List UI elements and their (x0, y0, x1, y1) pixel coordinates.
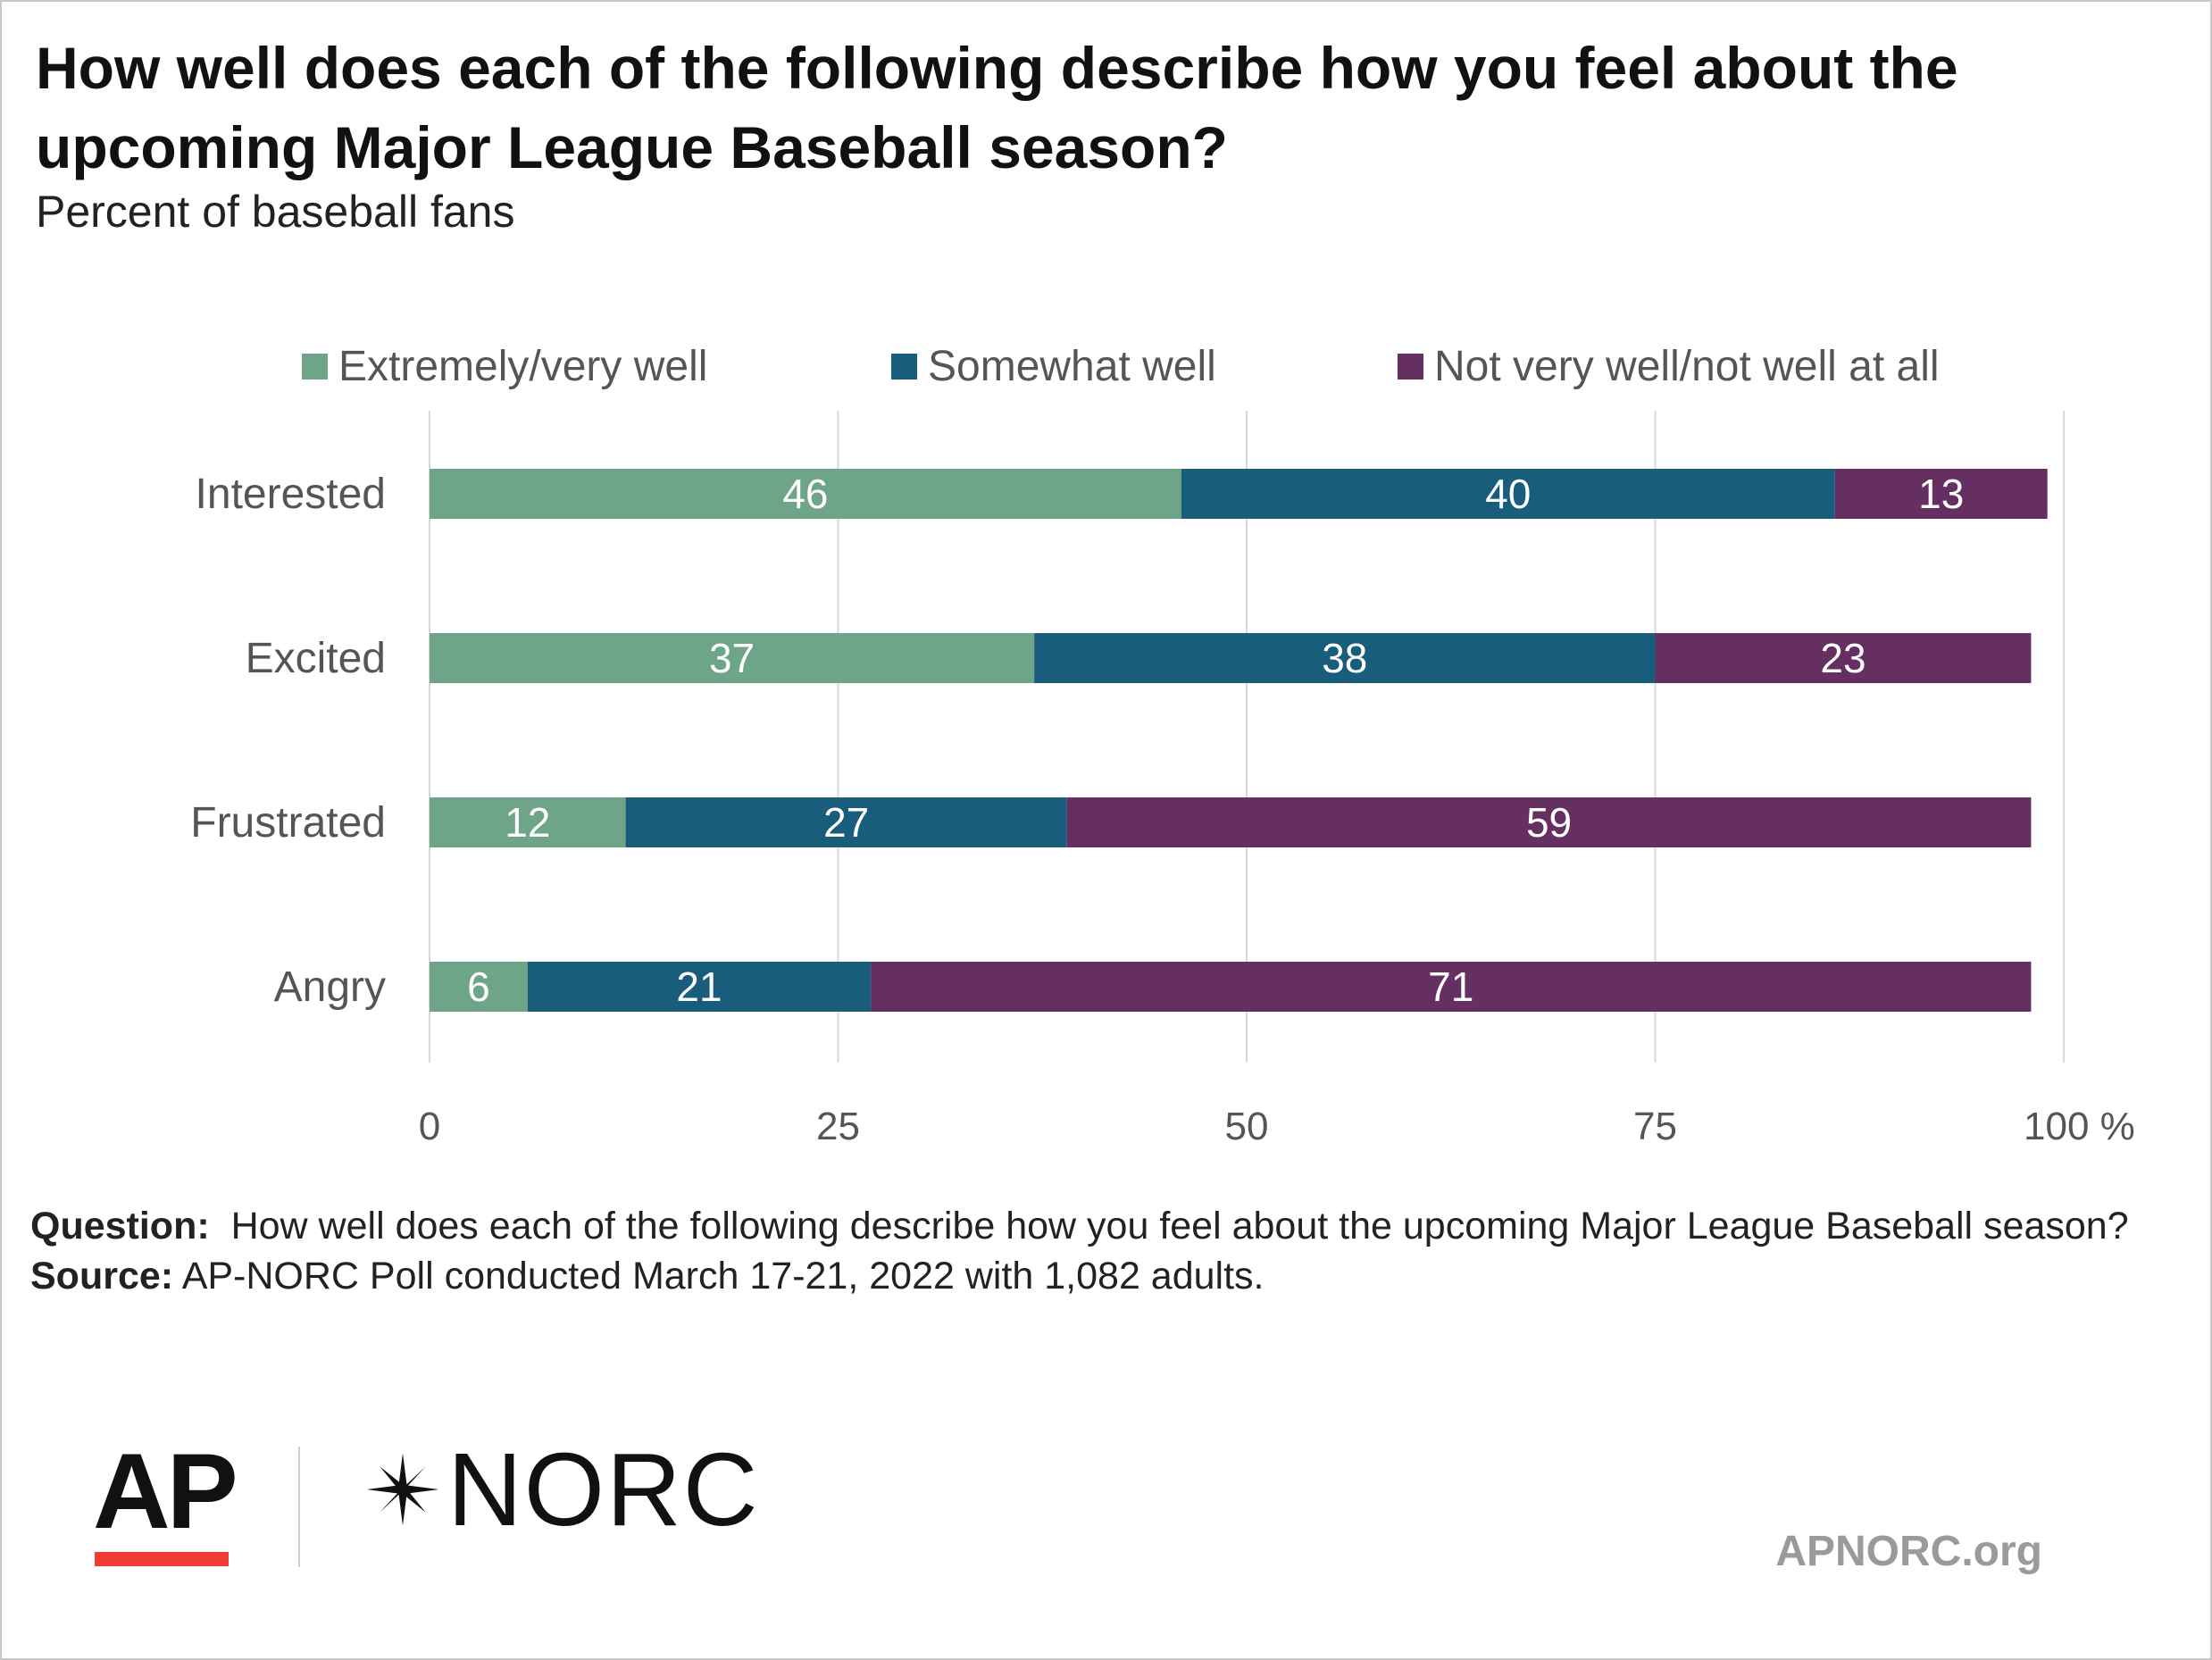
legend-swatch (1398, 353, 1423, 380)
norc-logo: NORC (362, 1438, 760, 1541)
x-tick-label: 100 % (2024, 1105, 2135, 1148)
chart-legend: Extremely/very well Somewhat well Not ve… (0, 335, 2212, 397)
data-label: 71 (1428, 963, 1473, 1010)
bar-segment (430, 469, 1181, 519)
legend-swatch (302, 353, 328, 380)
bar-segment (527, 962, 872, 1012)
question-label: Question: (30, 1205, 210, 1247)
bar-segment (430, 962, 528, 1012)
bar-segment (625, 797, 1067, 847)
bar-segment (1066, 797, 2032, 847)
norc-star-icon (366, 1453, 439, 1526)
source-text: AP-NORC Poll conducted March 17-21, 2022… (181, 1255, 1265, 1297)
bar-segment (430, 797, 626, 847)
source-note: Source: AP-NORC Poll conducted March 17-… (30, 1251, 2174, 1301)
bar-segment (871, 962, 2032, 1012)
bar-segment (1834, 469, 2048, 519)
category-label: Frustrated (190, 799, 386, 847)
data-label: 21 (676, 963, 722, 1010)
x-tick-label: 50 (1225, 1105, 1269, 1148)
ap-logo-underline (95, 1552, 229, 1566)
data-label: 38 (1322, 635, 1367, 681)
category-label: Interested (196, 471, 386, 518)
chart-subtitle: Percent of baseball fans (36, 187, 515, 237)
chart-footer: Question: How well does each of the foll… (30, 1201, 2174, 1301)
data-label: 23 (1820, 635, 1866, 681)
logo-divider (298, 1447, 300, 1567)
legend-label: Not very well/not well at all (1434, 342, 1940, 390)
bar-segment (1034, 633, 1656, 683)
chart-title: How well does each of the following desc… (36, 35, 1958, 180)
site-url: APNORC.org (1775, 1528, 2042, 1575)
data-label: 59 (1526, 799, 1572, 846)
legend-label: Somewhat well (928, 342, 1216, 390)
data-label: 13 (1918, 471, 1964, 517)
x-tick-label: 75 (1633, 1105, 1677, 1148)
question-text: How well does each of the following desc… (230, 1205, 2129, 1247)
x-tick-label: 25 (816, 1105, 860, 1148)
category-label: Angry (274, 963, 386, 1011)
ap-logo: AP (93, 1431, 238, 1551)
data-label: 46 (782, 471, 828, 517)
bar-segment (430, 633, 1035, 683)
data-label: 27 (823, 799, 869, 846)
category-label: Excited (246, 635, 386, 682)
legend-item-extremely-very-well: Extremely/very well (302, 335, 707, 397)
norc-logo-text: NORC (447, 1431, 760, 1547)
legend-item-somewhat-well: Somewhat well (891, 335, 1216, 397)
data-label: 37 (709, 635, 755, 681)
data-label: 6 (467, 963, 490, 1010)
question-note: Question: How well does each of the foll… (30, 1201, 2174, 1251)
legend-label: Extremely/very well (338, 342, 708, 390)
source-label: Source: (30, 1255, 174, 1297)
legend-swatch (891, 353, 917, 380)
bar-segment (1181, 469, 1835, 519)
x-tick-label: 0 (419, 1105, 440, 1148)
legend-item-not-very-well: Not very well/not well at all (1398, 335, 1940, 397)
data-label: 12 (505, 799, 550, 846)
bar-segment (1655, 633, 2032, 683)
data-label: 40 (1485, 471, 1531, 517)
